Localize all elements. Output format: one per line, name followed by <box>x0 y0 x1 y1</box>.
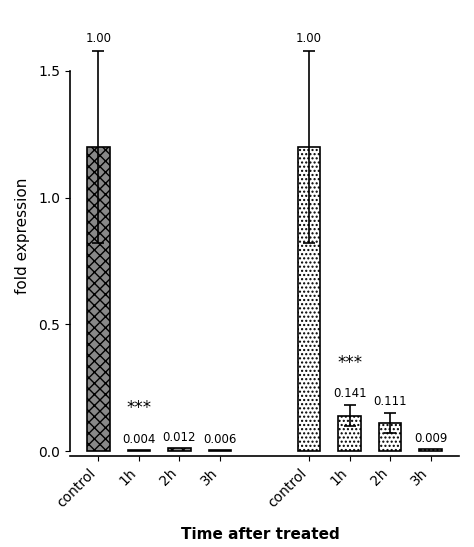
Bar <box>128 450 150 451</box>
Text: ***: *** <box>337 354 362 373</box>
Bar <box>379 423 401 451</box>
Bar <box>298 147 320 451</box>
Bar <box>87 147 109 451</box>
Bar <box>419 449 442 451</box>
Text: 0.141: 0.141 <box>333 387 366 400</box>
Text: 0.012: 0.012 <box>163 432 196 445</box>
Text: 1.00: 1.00 <box>296 32 322 45</box>
Bar <box>338 416 361 451</box>
Text: 0.111: 0.111 <box>374 395 407 408</box>
Text: 0.004: 0.004 <box>122 433 155 446</box>
Y-axis label: fold expression: fold expression <box>15 178 30 294</box>
Text: 1.00: 1.00 <box>85 32 111 45</box>
Text: Time after treated: Time after treated <box>182 527 340 542</box>
Bar <box>168 448 191 451</box>
Text: ***: *** <box>127 399 152 417</box>
Text: 0.009: 0.009 <box>414 432 447 445</box>
Text: 0.006: 0.006 <box>203 433 237 446</box>
Bar <box>209 450 231 451</box>
